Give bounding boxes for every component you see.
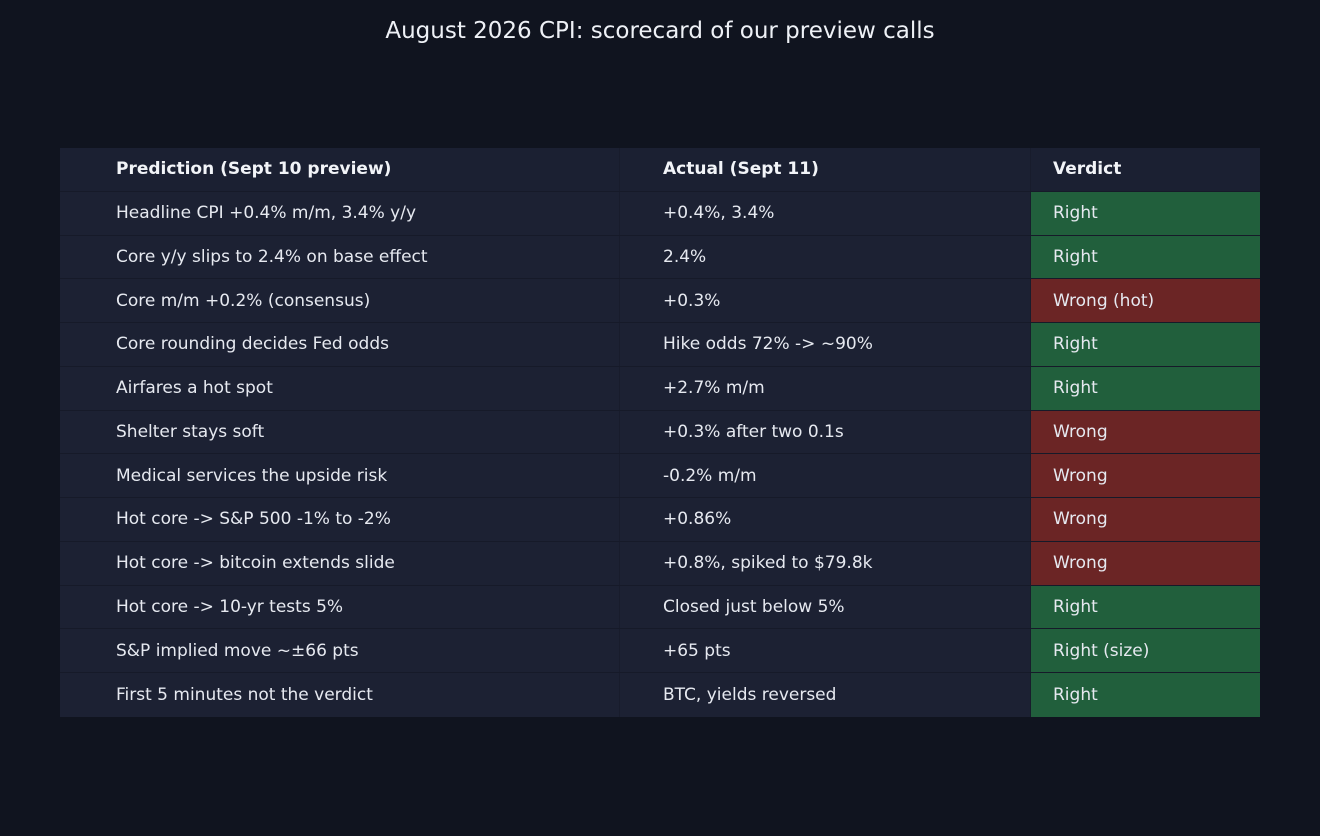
prediction-cell: Core y/y slips to 2.4% on base effect: [60, 235, 620, 279]
actual-cell: +65 pts: [620, 629, 1031, 672]
table-row: Shelter stays soft +0.3% after two 0.1s Wr…: [60, 410, 1260, 455]
actual-cell: +0.3%: [620, 279, 1031, 322]
verdict-cell: Right: [1031, 191, 1260, 235]
prediction-cell: Hot core -> 10-yr tests 5%: [60, 585, 620, 629]
table-row: Hot core -> S&P 500 -1% to -2% +0.86% Wron…: [60, 498, 1260, 542]
verdict-cell: Wrong: [1031, 410, 1260, 454]
column-header-verdict: Verdict: [1053, 159, 1122, 180]
column-header-actual: Actual (Sept 11): [620, 148, 1031, 191]
prediction-cell: Hot core -> S&P 500 -1% to -2%: [60, 498, 620, 541]
table-row: Headline CPI +0.4% m/m, 3.4% y/y +0.4%, 3…: [60, 191, 1260, 236]
verdict-cell: Right: [1031, 585, 1260, 629]
table-row: Core m/m +0.2% (consensus) +0.3% Wrong (ho…: [60, 279, 1260, 323]
actual-cell: +0.86%: [620, 498, 1031, 541]
verdict-cell: Right (size): [1031, 629, 1260, 672]
actual-cell: +0.4%, 3.4%: [620, 191, 1031, 235]
prediction-cell: Medical services the upside risk: [60, 454, 620, 497]
prediction-cell: Shelter stays soft: [60, 410, 620, 454]
table-row: Core y/y slips to 2.4% on base effect 2.4…: [60, 235, 1260, 280]
prediction-cell: Headline CPI +0.4% m/m, 3.4% y/y: [60, 191, 620, 235]
prediction-cell: Hot core -> bitcoin extends slide: [60, 541, 620, 585]
table-body: Headline CPI +0.4% m/m, 3.4% y/y +0.4%, 3…: [60, 191, 1260, 717]
actual-cell: +0.8%, spiked to $79.8k: [620, 541, 1031, 585]
table-row: Hot core -> bitcoin extends slide +0.8%, …: [60, 541, 1260, 586]
actual-cell: +0.3% after two 0.1s: [620, 410, 1031, 454]
actual-cell: 2.4%: [620, 235, 1031, 279]
verdict-cell: Wrong: [1031, 541, 1260, 585]
prediction-cell: First 5 minutes not the verdict: [60, 673, 620, 717]
table-row: Medical services the upside risk -0.2% m/…: [60, 454, 1260, 498]
chart-title: August 2026 CPI: scorecard of our previe…: [385, 18, 935, 44]
prediction-cell: Core rounding decides Fed odds: [60, 323, 620, 366]
prediction-cell: Airfares a hot spot: [60, 366, 620, 410]
actual-cell: Closed just below 5%: [620, 585, 1031, 629]
table-header-row: Prediction (Sept 10 preview) Actual (Sep…: [60, 148, 1260, 192]
table-row: First 5 minutes not the verdict BTC, yiel…: [60, 673, 1260, 717]
verdict-cell: Right: [1031, 673, 1260, 717]
actual-cell: BTC, yields reversed: [620, 673, 1031, 717]
table-row: Airfares a hot spot +2.7% m/m Right: [60, 366, 1260, 411]
table-row: Core rounding decides Fed odds Hike odds …: [60, 323, 1260, 367]
actual-cell: +2.7% m/m: [620, 366, 1031, 410]
verdict-cell: Wrong (hot): [1031, 279, 1260, 322]
table-row: S&P implied move ~±66 pts +65 pts Right (s…: [60, 629, 1260, 673]
verdict-cell: Right: [1031, 235, 1260, 279]
actual-cell: -0.2% m/m: [620, 454, 1031, 497]
verdict-cell: Right: [1031, 366, 1260, 410]
verdict-cell: Wrong: [1031, 498, 1260, 541]
scorecard-table: Prediction (Sept 10 preview) Actual (Sep…: [60, 148, 1260, 717]
verdict-cell: Right: [1031, 323, 1260, 366]
verdict-cell: Wrong: [1031, 454, 1260, 497]
prediction-cell: Core m/m +0.2% (consensus): [60, 279, 620, 322]
column-header-prediction: Prediction (Sept 10 preview): [60, 148, 620, 191]
actual-cell: Hike odds 72% -> ~90%: [620, 323, 1031, 366]
table-row: Hot core -> 10-yr tests 5% Closed just be…: [60, 585, 1260, 630]
prediction-cell: S&P implied move ~±66 pts: [60, 629, 620, 672]
